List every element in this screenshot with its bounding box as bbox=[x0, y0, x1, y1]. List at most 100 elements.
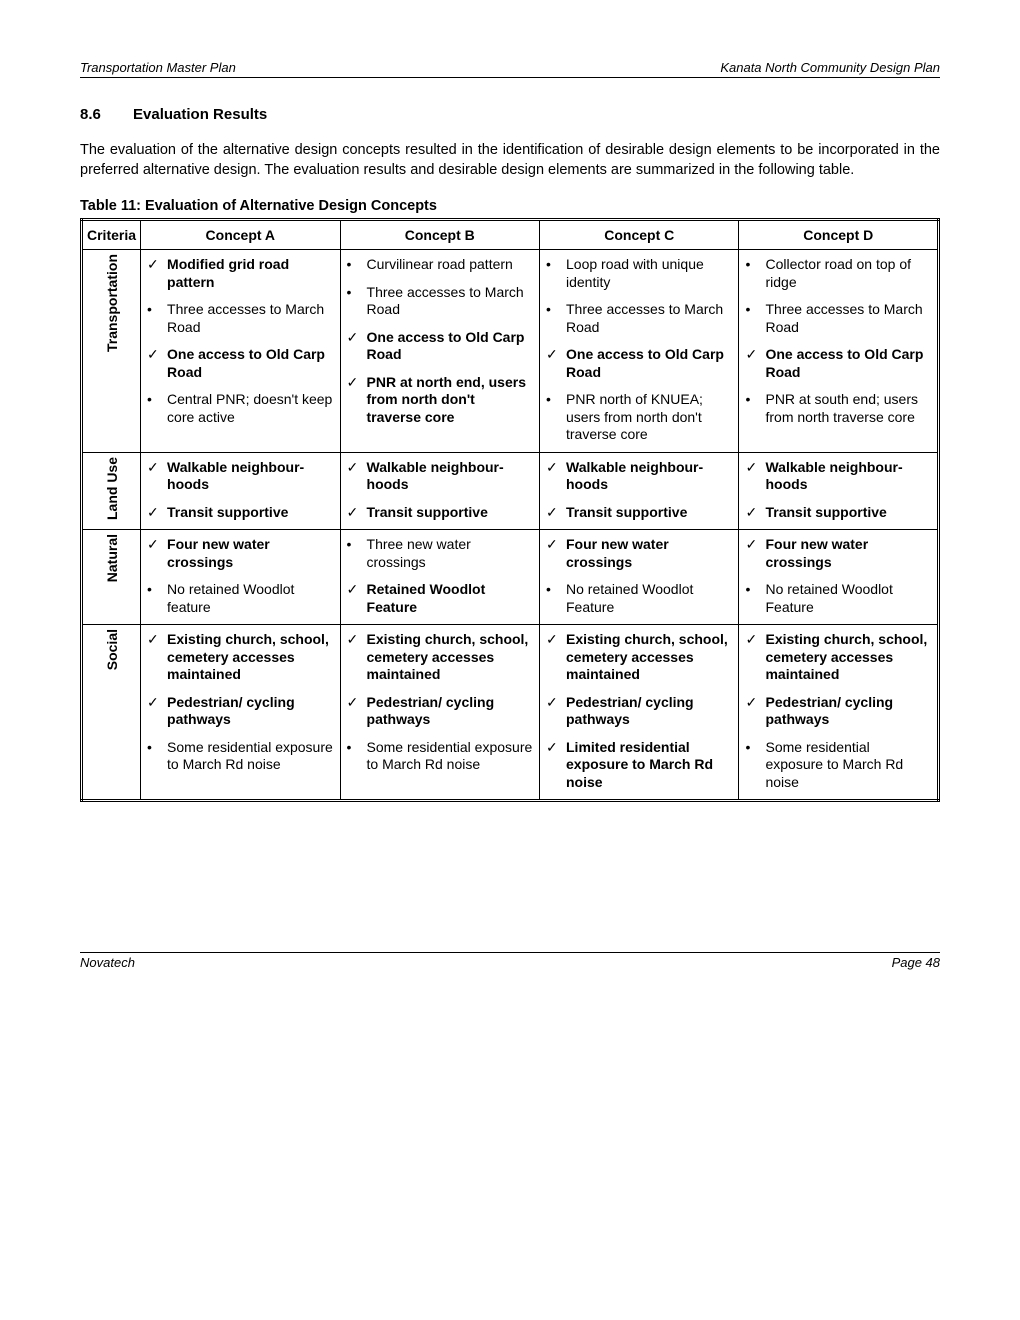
intro-paragraph: The evaluation of the alternative design… bbox=[80, 141, 940, 180]
item-text: Collector road on top of ridge bbox=[765, 256, 931, 291]
item-text: One access to Old Carp Road bbox=[167, 346, 333, 381]
col-criteria: Criteria bbox=[82, 220, 141, 250]
table-row: Natural✓Four new water crossings•No reta… bbox=[82, 530, 939, 625]
evaluation-table: Criteria Concept A Concept B Concept C C… bbox=[80, 218, 940, 802]
item-text: Three accesses to March Road bbox=[367, 284, 533, 319]
criteria-label: Natural bbox=[104, 534, 120, 582]
item-text: Curvilinear road pattern bbox=[367, 256, 533, 274]
col-concept-d: Concept D bbox=[739, 220, 939, 250]
page-footer: Novatech Page 48 bbox=[80, 952, 940, 970]
item-text: Pedestrian/ cycling pathways bbox=[367, 694, 533, 729]
check-icon: ✓ bbox=[347, 459, 367, 494]
bullet-icon: • bbox=[347, 536, 367, 571]
list-item: ✓Existing church, school, cemetery acces… bbox=[347, 631, 533, 684]
item-text: Transit supportive bbox=[765, 504, 931, 522]
bullet-icon: • bbox=[546, 301, 566, 336]
list-item: •Three accesses to March Road bbox=[546, 301, 732, 336]
item-list: •Curvilinear road pattern•Three accesses… bbox=[347, 256, 533, 426]
item-list: ✓Existing church, school, cemetery acces… bbox=[745, 631, 931, 791]
header-left: Transportation Master Plan bbox=[80, 60, 236, 75]
check-icon: ✓ bbox=[147, 694, 167, 729]
item-text: Existing church, school, cemetery access… bbox=[765, 631, 931, 684]
check-icon: ✓ bbox=[546, 346, 566, 381]
list-item: •No retained Woodlot feature bbox=[147, 581, 333, 616]
bullet-icon: • bbox=[147, 739, 167, 774]
item-text: Three new water crossings bbox=[367, 536, 533, 571]
concept-cell: •Collector road on top of ridge•Three ac… bbox=[739, 250, 939, 453]
item-text: Walkable neighbour-hoods bbox=[566, 459, 732, 494]
check-icon: ✓ bbox=[546, 459, 566, 494]
list-item: ✓Walkable neighbour-hoods bbox=[347, 459, 533, 494]
item-text: PNR north of KNUEA; users from north don… bbox=[566, 391, 732, 444]
item-list: ✓Existing church, school, cemetery acces… bbox=[546, 631, 732, 791]
item-text: One access to Old Carp Road bbox=[367, 329, 533, 364]
item-list: •Loop road with unique identity•Three ac… bbox=[546, 256, 732, 444]
item-list: ✓Walkable neighbour-hoods✓Transit suppor… bbox=[147, 459, 333, 522]
criteria-label: Land Use bbox=[104, 457, 120, 520]
list-item: •Collector road on top of ridge bbox=[745, 256, 931, 291]
check-icon: ✓ bbox=[546, 504, 566, 522]
item-text: Pedestrian/ cycling pathways bbox=[566, 694, 732, 729]
item-list: ✓Four new water crossings•No retained Wo… bbox=[546, 536, 732, 616]
bullet-icon: • bbox=[546, 256, 566, 291]
list-item: ✓Transit supportive bbox=[546, 504, 732, 522]
item-list: ✓Existing church, school, cemetery acces… bbox=[147, 631, 333, 774]
concept-cell: ✓Four new water crossings•No retained Wo… bbox=[141, 530, 340, 625]
item-text: Three accesses to March Road bbox=[566, 301, 732, 336]
check-icon: ✓ bbox=[147, 504, 167, 522]
list-item: ✓Pedestrian/ cycling pathways bbox=[546, 694, 732, 729]
criteria-cell: Land Use bbox=[82, 452, 141, 530]
check-icon: ✓ bbox=[347, 374, 367, 427]
bullet-icon: • bbox=[745, 256, 765, 291]
item-text: Four new water crossings bbox=[566, 536, 732, 571]
check-icon: ✓ bbox=[546, 536, 566, 571]
item-text: Walkable neighbour-hoods bbox=[367, 459, 533, 494]
table-header-row: Criteria Concept A Concept B Concept C C… bbox=[82, 220, 939, 250]
bullet-icon: • bbox=[745, 301, 765, 336]
check-icon: ✓ bbox=[745, 504, 765, 522]
list-item: •Three accesses to March Road bbox=[347, 284, 533, 319]
item-text: One access to Old Carp Road bbox=[566, 346, 732, 381]
item-list: ✓Modified grid road pattern•Three access… bbox=[147, 256, 333, 426]
concept-cell: •Three new water crossings✓Retained Wood… bbox=[340, 530, 539, 625]
item-text: One access to Old Carp Road bbox=[765, 346, 931, 381]
list-item: •Some residential exposure to March Rd n… bbox=[347, 739, 533, 774]
item-text: Transit supportive bbox=[566, 504, 732, 522]
item-text: Some residential exposure to March Rd no… bbox=[367, 739, 533, 774]
item-list: ✓Four new water crossings•No retained Wo… bbox=[147, 536, 333, 616]
check-icon: ✓ bbox=[546, 739, 566, 792]
list-item: ✓One access to Old Carp Road bbox=[147, 346, 333, 381]
item-text: Transit supportive bbox=[367, 504, 533, 522]
item-text: Limited residential exposure to March Rd… bbox=[566, 739, 732, 792]
item-text: No retained Woodlot Feature bbox=[765, 581, 931, 616]
item-text: Walkable neighbour-hoods bbox=[167, 459, 333, 494]
check-icon: ✓ bbox=[745, 346, 765, 381]
concept-cell: ✓Walkable neighbour-hoods✓Transit suppor… bbox=[739, 452, 939, 530]
item-list: ✓Existing church, school, cemetery acces… bbox=[347, 631, 533, 774]
list-item: ✓Modified grid road pattern bbox=[147, 256, 333, 291]
table-row: Transportation✓Modified grid road patter… bbox=[82, 250, 939, 453]
item-text: Four new water crossings bbox=[765, 536, 931, 571]
item-text: Three accesses to March Road bbox=[765, 301, 931, 336]
check-icon: ✓ bbox=[347, 329, 367, 364]
item-list: ✓Four new water crossings•No retained Wo… bbox=[745, 536, 931, 616]
list-item: •Three accesses to March Road bbox=[147, 301, 333, 336]
check-icon: ✓ bbox=[147, 346, 167, 381]
bullet-icon: • bbox=[147, 301, 167, 336]
item-text: Modified grid road pattern bbox=[167, 256, 333, 291]
item-text: Existing church, school, cemetery access… bbox=[566, 631, 732, 684]
list-item: ✓Walkable neighbour-hoods bbox=[147, 459, 333, 494]
list-item: •PNR north of KNUEA; users from north do… bbox=[546, 391, 732, 444]
col-concept-c: Concept C bbox=[540, 220, 739, 250]
section-number: 8.6 bbox=[80, 106, 101, 123]
check-icon: ✓ bbox=[347, 504, 367, 522]
check-icon: ✓ bbox=[745, 536, 765, 571]
list-item: ✓Pedestrian/ cycling pathways bbox=[147, 694, 333, 729]
list-item: ✓Pedestrian/ cycling pathways bbox=[347, 694, 533, 729]
section-title-text: Evaluation Results bbox=[133, 106, 267, 123]
criteria-label: Social bbox=[104, 629, 120, 670]
check-icon: ✓ bbox=[546, 631, 566, 684]
item-text: Existing church, school, cemetery access… bbox=[367, 631, 533, 684]
list-item: ✓Pedestrian/ cycling pathways bbox=[745, 694, 931, 729]
item-text: Loop road with unique identity bbox=[566, 256, 732, 291]
